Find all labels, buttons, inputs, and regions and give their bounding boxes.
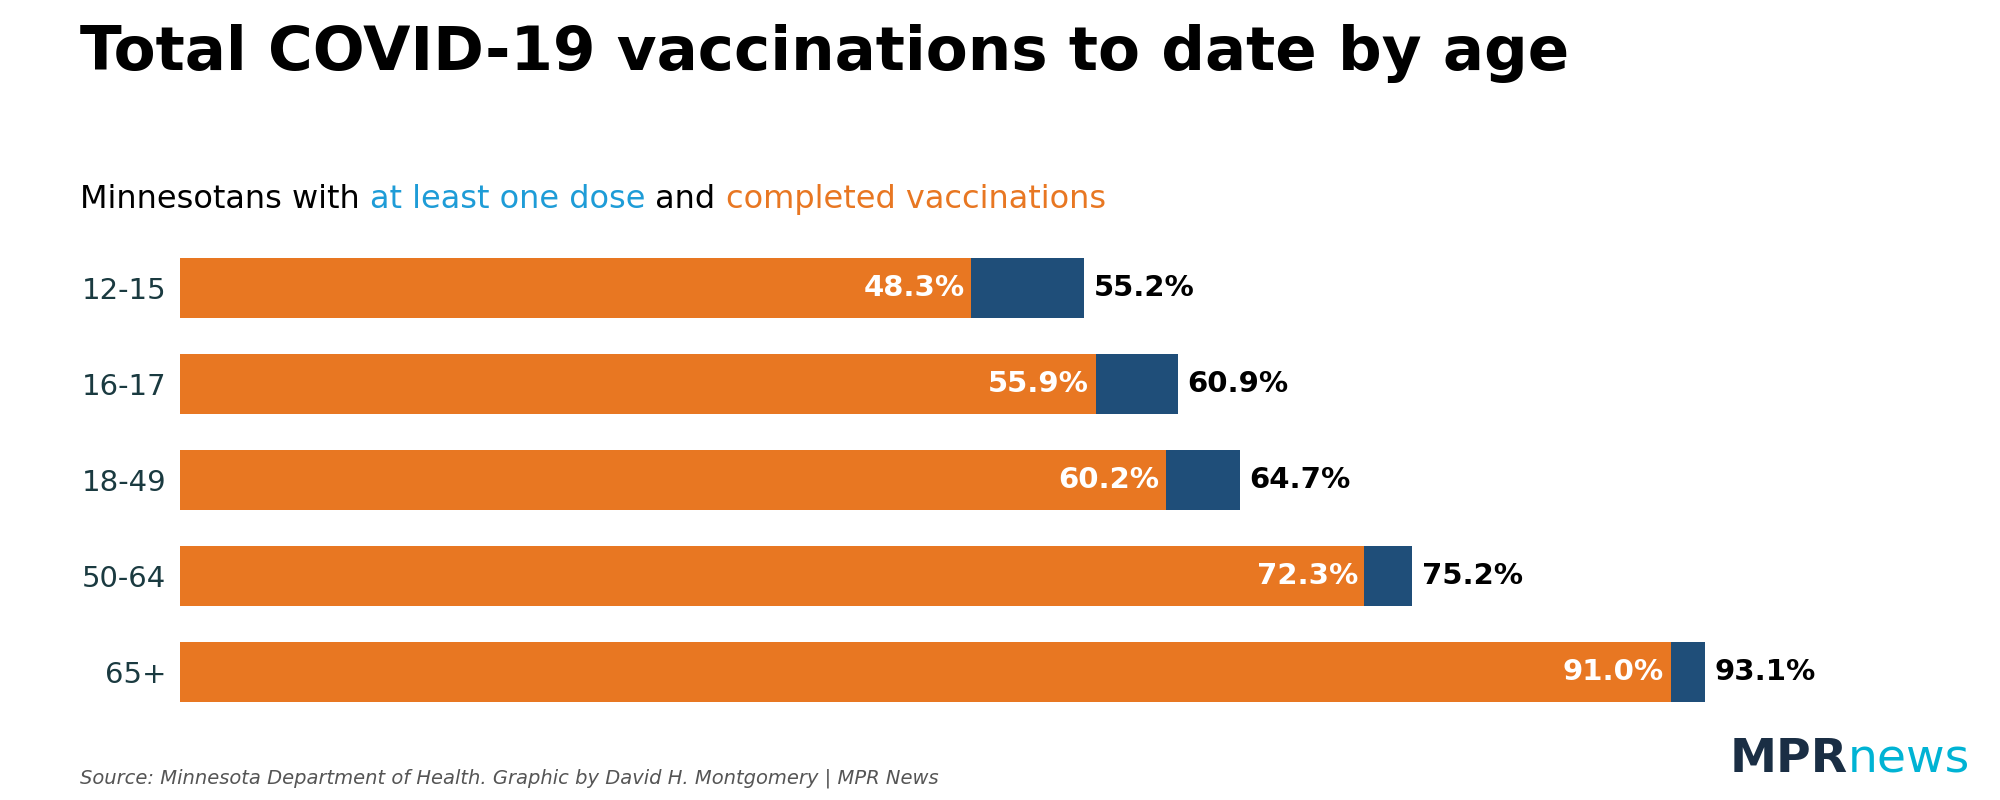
Bar	[180, 354, 1096, 414]
Text: Total COVID-19 vaccinations to date by age: Total COVID-19 vaccinations to date by a…	[80, 24, 1570, 83]
Text: 93.1%: 93.1%	[1714, 658, 1816, 686]
Bar	[1166, 450, 1240, 510]
Text: 75.2%: 75.2%	[1422, 562, 1522, 590]
Text: completed vaccinations: completed vaccinations	[726, 184, 1106, 215]
Text: and: and	[646, 184, 726, 215]
Bar	[1670, 642, 1706, 702]
Text: 60.9%: 60.9%	[1188, 370, 1288, 398]
Text: news: news	[1848, 738, 1970, 782]
Text: MPR: MPR	[1730, 738, 1848, 782]
Text: 55.2%: 55.2%	[1094, 274, 1194, 302]
Text: 48.3%: 48.3%	[864, 274, 964, 302]
Bar	[180, 258, 972, 318]
Bar	[972, 258, 1084, 318]
Text: 64.7%: 64.7%	[1250, 466, 1350, 494]
Text: at least one dose: at least one dose	[370, 184, 646, 215]
Bar	[180, 642, 1670, 702]
Bar	[180, 546, 1364, 606]
Bar	[1096, 354, 1178, 414]
Bar	[1364, 546, 1412, 606]
Text: 60.2%: 60.2%	[1058, 466, 1160, 494]
Text: Source: Minnesota Department of Health. Graphic by David H. Montgomery | MPR New: Source: Minnesota Department of Health. …	[80, 769, 938, 788]
Bar	[180, 450, 1166, 510]
Text: 55.9%: 55.9%	[988, 370, 1090, 398]
Text: 91.0%: 91.0%	[1562, 658, 1664, 686]
Text: Minnesotans with: Minnesotans with	[80, 184, 370, 215]
Text: 72.3%: 72.3%	[1256, 562, 1358, 590]
